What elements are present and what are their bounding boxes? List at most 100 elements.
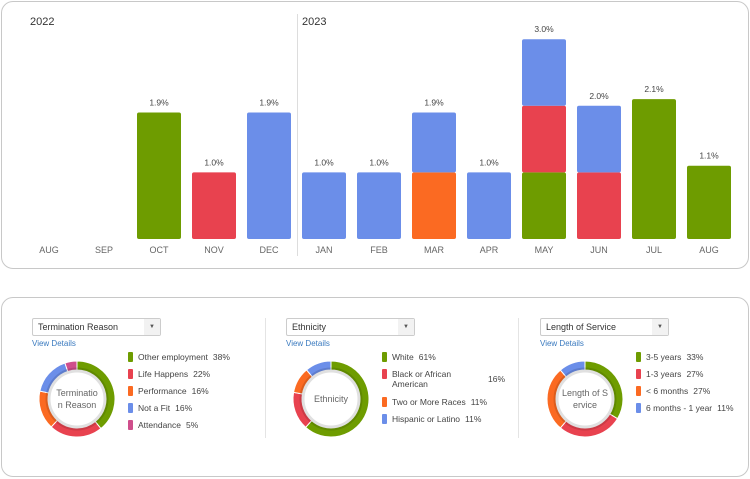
donut-chart: Ethnicity <box>292 360 370 438</box>
legend-percent: 33% <box>686 352 704 362</box>
legend-swatch <box>128 386 133 396</box>
donut-slice[interactable] <box>305 360 332 378</box>
bar-segment-jun-red[interactable] <box>577 172 621 239</box>
legend-label: Not a Fit <box>138 403 171 413</box>
legend-item[interactable]: Not a Fit 16% <box>128 403 230 420</box>
legend-label: Other employment <box>138 352 208 362</box>
bar-segment-aug-green[interactable] <box>687 165 731 239</box>
chevron-down-icon: ▼ <box>652 319 668 335</box>
legend-item[interactable]: 1-3 years 27% <box>636 369 734 386</box>
x-tick-label: SEP <box>95 245 113 255</box>
donut-slice[interactable] <box>64 360 78 373</box>
bar-value-label: 3.0% <box>534 24 554 34</box>
bar-segment-jun-blue[interactable] <box>577 105 621 173</box>
chevron-down-icon: ▼ <box>144 319 160 335</box>
bar-segment-may-blue[interactable] <box>522 39 566 106</box>
legend-percent: 5% <box>186 420 199 430</box>
bar-value-label: 1.0% <box>204 157 224 167</box>
legend-percent: 11% <box>470 397 488 407</box>
donut-slice[interactable] <box>559 360 586 378</box>
breakdown-select[interactable]: Length of Service ▼ <box>540 318 669 336</box>
bar-segment-mar-blue[interactable] <box>412 112 456 173</box>
select-value: Length of Service <box>546 322 617 332</box>
legend-item[interactable]: Attendance 5% <box>128 420 230 437</box>
breakdown-panel: Length of Service ▼ View Details Length o… <box>528 318 750 468</box>
donut-center-label: n Reason <box>58 400 97 410</box>
legend-label: Two or More Races <box>392 397 466 407</box>
breakdown-panel: Termination Reason ▼ View Details Termina… <box>20 318 260 468</box>
legend-percent: 16% <box>488 374 506 384</box>
legend-swatch <box>382 352 387 362</box>
bar-segment-oct-green[interactable] <box>137 112 181 239</box>
bar-segment-jul-green[interactable] <box>632 99 676 239</box>
bar-segment-feb-blue[interactable] <box>357 172 401 239</box>
view-details-link[interactable]: View Details <box>32 339 76 348</box>
donut-center-label: Terminatio <box>56 388 98 398</box>
x-tick-label: NOV <box>204 245 224 255</box>
legend-percent: 27% <box>693 386 711 396</box>
legend-item[interactable]: Other employment 38% <box>128 352 230 369</box>
legend-label: Life Happens <box>138 369 189 379</box>
panel-divider <box>265 318 266 438</box>
legend-percent: 11% <box>717 403 734 413</box>
legend-swatch <box>128 403 133 413</box>
legend-swatch <box>128 352 133 362</box>
bar-value-label: 1.0% <box>314 157 334 167</box>
legend-label: Performance <box>138 386 187 396</box>
bar-segment-mar-orange[interactable] <box>412 172 456 239</box>
bar-value-label: 1.0% <box>479 157 499 167</box>
legend-item[interactable]: Hispanic or Latino 11% <box>382 414 505 431</box>
x-tick-label: DEC <box>259 245 279 255</box>
legend-percent: 11% <box>465 414 482 424</box>
legend-swatch <box>636 352 641 362</box>
bar-value-label: 2.1% <box>644 84 664 94</box>
panel-divider <box>518 318 519 438</box>
select-value: Ethnicity <box>292 322 327 332</box>
legend-label: Attendance <box>138 420 182 430</box>
legend: White 61% Black or African American 16% Two … <box>382 352 505 431</box>
legend-item[interactable]: Performance 16% <box>128 386 230 403</box>
legend-percent: 38% <box>212 352 230 362</box>
x-tick-label: AUG <box>39 245 59 255</box>
select-value: Termination Reason <box>38 322 119 332</box>
bar-value-label: 1.1% <box>699 151 719 161</box>
monthly-turnover-chart-card: 2022 2023 AUG SEP 1.9% OCT 1.0% NOV 1.9% DEC 1.0… <box>1 1 749 269</box>
breakdown-select[interactable]: Termination Reason ▼ <box>32 318 161 336</box>
breakdown-panel: Ethnicity ▼ View Details Ethnicity White 6… <box>274 318 514 468</box>
legend-item[interactable]: Life Happens 22% <box>128 369 230 386</box>
donut-inner-shadow <box>553 367 617 431</box>
legend-item[interactable]: Two or More Races 11% <box>382 397 505 414</box>
legend-label: Hispanic or Latino <box>392 414 461 424</box>
legend-swatch <box>382 414 387 424</box>
legend-item[interactable]: 3-5 years 33% <box>636 352 734 369</box>
bar-value-label: 1.9% <box>424 97 444 107</box>
x-tick-label: APR <box>480 245 499 255</box>
view-details-link[interactable]: View Details <box>540 339 584 348</box>
legend-label: Black or African American <box>392 369 452 389</box>
bar-segment-may-green[interactable] <box>522 172 566 239</box>
donut-inner-shadow <box>299 367 363 431</box>
bar-segment-apr-blue[interactable] <box>467 172 511 239</box>
bar-segment-dec-blue[interactable] <box>247 112 291 239</box>
legend-percent: 61% <box>418 352 436 362</box>
view-details-link[interactable]: View Details <box>286 339 330 348</box>
donut-center-label: Length of S <box>562 388 608 398</box>
bar-segment-may-red[interactable] <box>522 105 566 173</box>
legend: 3-5 years 33% 1-3 years 27% < 6 months 27% 6 m… <box>636 352 734 420</box>
legend-item[interactable]: White 61% <box>382 352 505 369</box>
bar-chart: AUG SEP 1.9% OCT 1.0% NOV 1.9% DEC 1.0% JAN 1.0% FE… <box>39 24 731 255</box>
legend-item[interactable]: Black or African American 16% <box>382 369 505 397</box>
x-tick-label: FEB <box>370 245 388 255</box>
legend-swatch <box>636 386 641 396</box>
breakdown-select[interactable]: Ethnicity ▼ <box>286 318 415 336</box>
legend-item[interactable]: < 6 months 27% <box>636 386 734 403</box>
bar-segment-nov-red[interactable] <box>192 172 236 239</box>
x-tick-label: OCT <box>150 245 170 255</box>
bar-segment-jan-blue[interactable] <box>302 172 346 239</box>
year-divider <box>297 14 298 256</box>
x-tick-label: MAY <box>535 245 554 255</box>
legend-item[interactable]: 6 months - 1 year 11% <box>636 403 734 420</box>
legend-swatch <box>382 369 387 379</box>
year-label-2022: 2022 <box>30 16 55 28</box>
donut-center-label: Ethnicity <box>314 394 349 404</box>
